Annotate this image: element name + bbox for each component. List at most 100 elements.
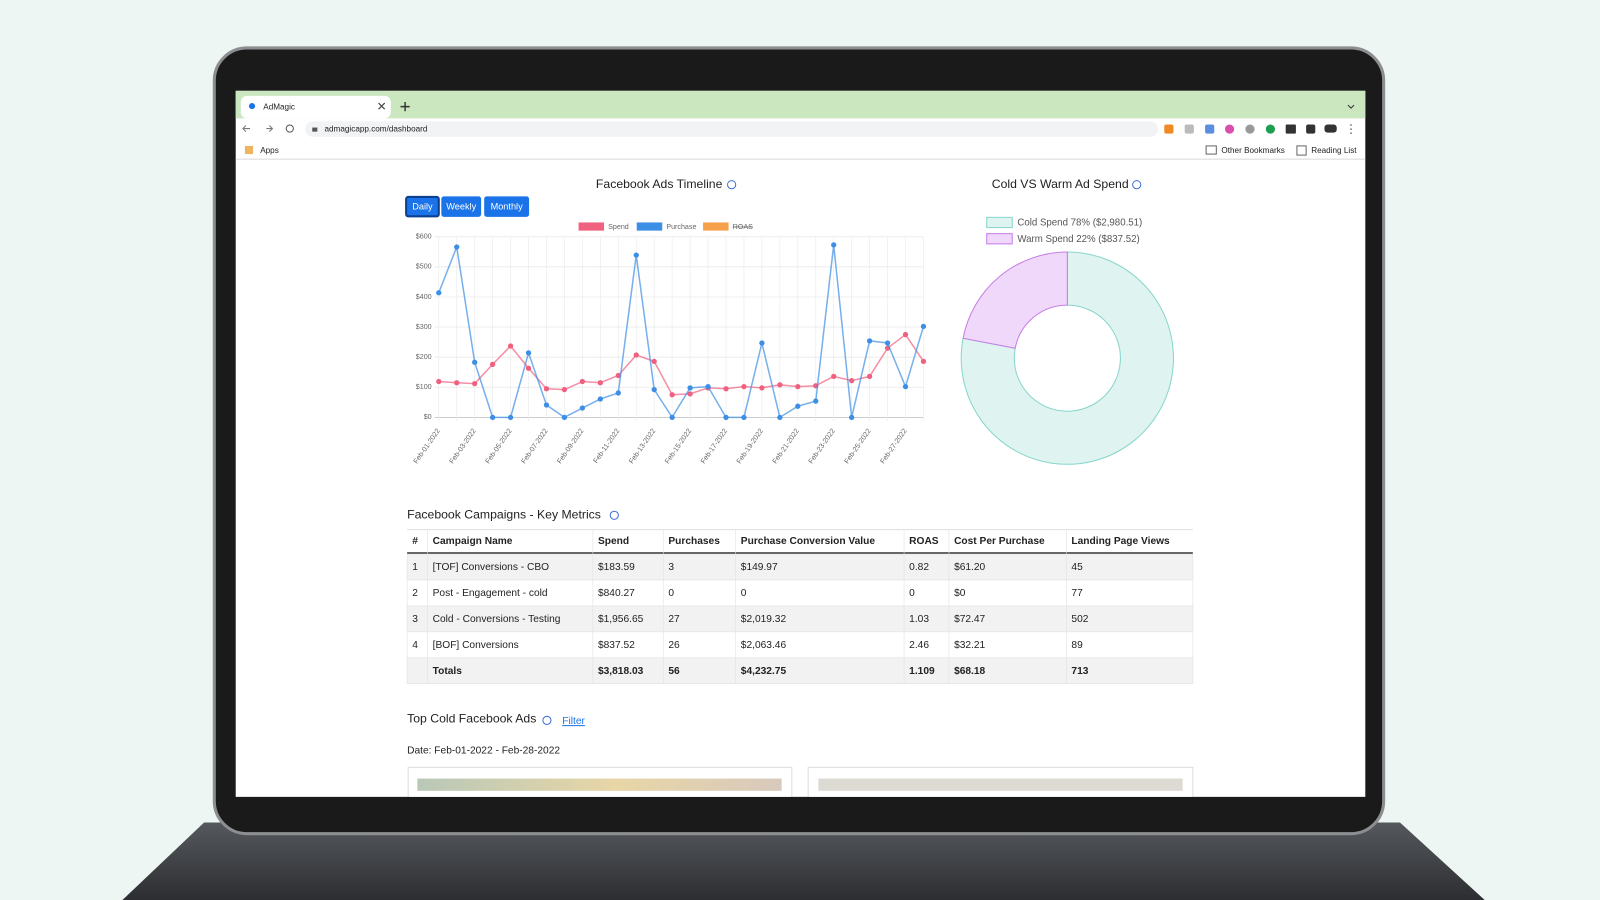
- column-header: Landing Page Views: [1071, 536, 1170, 547]
- y-tick-label: $600: [416, 233, 432, 241]
- extension[interactable]: [1285, 124, 1296, 134]
- table-cell: 1: [412, 562, 418, 573]
- reading-list[interactable]: Reading List: [1311, 146, 1357, 155]
- table-cell: Post - Engagement - cold: [433, 588, 548, 599]
- extension[interactable]: [1245, 124, 1255, 134]
- info-icon[interactable]: [609, 510, 619, 520]
- extension[interactable]: [1224, 124, 1235, 134]
- point: [831, 242, 837, 248]
- date-range: Date: Feb-01-2022 - Feb-28-2022: [407, 746, 560, 757]
- point: [884, 340, 891, 346]
- forward[interactable]: [266, 125, 274, 132]
- point: [849, 414, 855, 420]
- table-row: [406, 579, 1194, 607]
- column-header: Cost Per Purchase: [954, 536, 1045, 547]
- table-total: $3,818.03: [598, 666, 644, 677]
- table-cell: [TOF] Conversions - CBO: [433, 562, 550, 573]
- point: [436, 290, 442, 296]
- table-row: [406, 631, 1194, 659]
- tab-icon: [248, 103, 256, 110]
- top-ads-title: Top Cold Facebook Ads: [407, 712, 536, 726]
- filter-link[interactable]: Filter: [562, 716, 585, 727]
- other-bookmarks[interactable]: Other Bookmarks: [1221, 146, 1284, 155]
- legend-label: Cold Spend 78% ($2,980.51): [1017, 218, 1142, 229]
- point: [489, 414, 496, 420]
- table-title: Facebook Campaigns - Key Metrics: [407, 508, 601, 522]
- point: [507, 343, 514, 349]
- lock: [312, 127, 318, 132]
- extension[interactable]: [1324, 124, 1337, 133]
- table-cell: 2: [412, 588, 418, 599]
- point: [489, 361, 496, 368]
- legend-swatch: [986, 233, 1013, 245]
- table-cell: 77: [1071, 588, 1083, 599]
- tab-strip: [235, 90, 1366, 119]
- tab-close[interactable]: [378, 102, 386, 110]
- period-button-label[interactable]: Daily: [412, 202, 433, 212]
- table-row: [406, 657, 1194, 684]
- apps-icon: [244, 145, 254, 155]
- point: [579, 378, 586, 385]
- info-icons: [542, 180, 1142, 725]
- point: [543, 402, 550, 408]
- back[interactable]: [242, 125, 250, 132]
- y-tick-label: $100: [416, 383, 432, 391]
- table-cell: 0: [909, 588, 915, 599]
- extension[interactable]: [1306, 124, 1316, 134]
- apps[interactable]: Apps: [260, 146, 279, 155]
- extension[interactable]: [1184, 124, 1194, 134]
- table-cell: 0: [668, 588, 674, 599]
- y-tick-label: $300: [416, 323, 432, 331]
- scene: AdMagic admagicapp.com/dashboard Apps Ot…: [122, 46, 1485, 900]
- point: [741, 383, 747, 390]
- column-header: ROAS: [909, 536, 939, 547]
- ad-image: [417, 778, 782, 791]
- y-tick-label: $400: [416, 293, 432, 301]
- legend-swatch: [703, 222, 729, 231]
- table-cell: $149.97: [741, 562, 778, 573]
- tab[interactable]: [240, 95, 391, 119]
- table-cell: 0: [741, 588, 747, 599]
- table-cell: 89: [1071, 640, 1083, 651]
- point: [705, 383, 711, 390]
- extension[interactable]: [1205, 124, 1215, 134]
- period-button-label[interactable]: Monthly: [491, 202, 524, 212]
- info-icon[interactable]: [727, 180, 737, 190]
- period-button[interactable]: [484, 196, 530, 217]
- point: [795, 403, 801, 409]
- url: admagicapp.com/dashboard: [324, 125, 427, 134]
- point: [866, 373, 873, 380]
- extension[interactable]: [1265, 124, 1275, 134]
- table-cell: $2,063.46: [741, 640, 787, 651]
- point: [866, 338, 873, 344]
- period-button[interactable]: [441, 196, 482, 217]
- table-total: 1.109: [909, 666, 935, 677]
- point: [561, 414, 568, 420]
- legend-swatch: [986, 216, 1013, 229]
- table-cell: 2.46: [909, 640, 929, 651]
- period-button[interactable]: [405, 195, 440, 218]
- table-total: 713: [1071, 666, 1088, 677]
- point: [759, 340, 765, 346]
- column-header: #: [412, 536, 418, 547]
- doughnut-slice: [962, 251, 1068, 349]
- keyboard-deck: [122, 822, 1485, 900]
- new-tab[interactable]: [400, 102, 410, 112]
- point: [920, 358, 927, 365]
- table-cell: $32.21: [954, 640, 985, 651]
- legend-label: Spend: [608, 223, 629, 231]
- table-cell: 3: [668, 562, 674, 573]
- table-cell: 45: [1071, 562, 1083, 573]
- point: [472, 380, 478, 387]
- extension[interactable]: [1164, 124, 1174, 134]
- info-icon[interactable]: [542, 715, 552, 725]
- period-button-label[interactable]: Weekly: [446, 202, 476, 212]
- info-icon[interactable]: [1132, 180, 1142, 190]
- reload[interactable]: [285, 124, 294, 133]
- table-cell: 502: [1071, 614, 1088, 625]
- point: [454, 244, 460, 250]
- tab-menu[interactable]: [1347, 104, 1355, 109]
- address-bar[interactable]: [305, 121, 1159, 137]
